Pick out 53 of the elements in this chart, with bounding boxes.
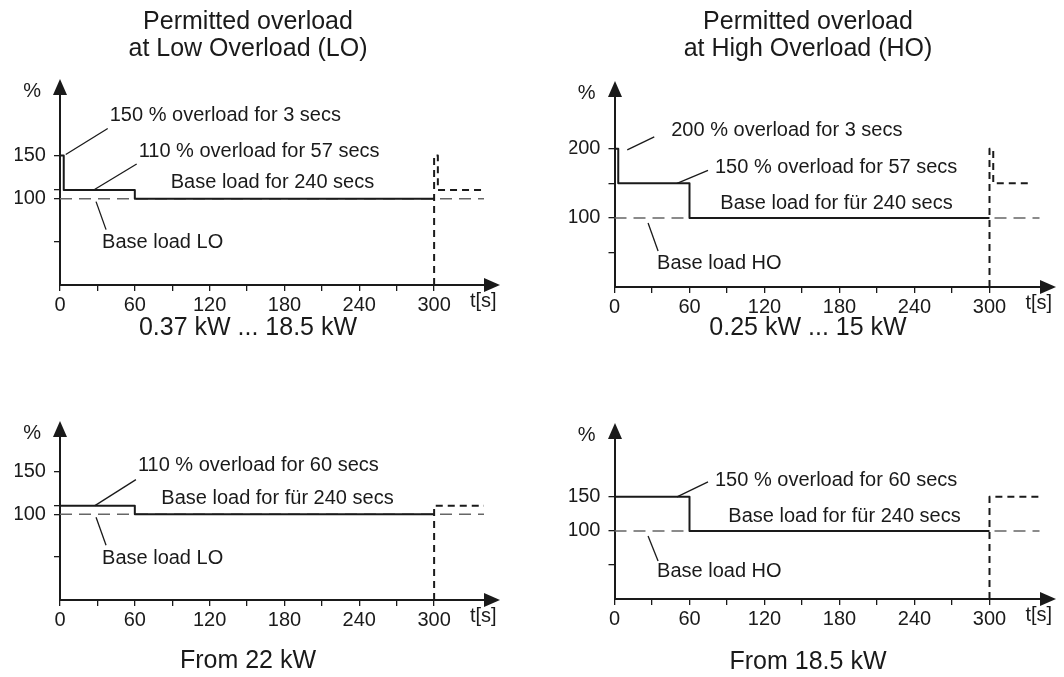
x-axis-title: t[s]: [470, 288, 497, 311]
x-tick-label: 0: [608, 294, 621, 317]
annotation: Base load for für 240 secs: [728, 504, 961, 527]
x-axis-title: t[s]: [1025, 602, 1053, 625]
x-tick-label: 300: [417, 607, 451, 630]
y-axis-title: %: [23, 78, 42, 101]
x-tick-label: 120: [747, 294, 782, 317]
x-tick-label: 240: [897, 294, 932, 317]
annotation: 110 % overload for 57 secs: [138, 138, 380, 161]
annotation: Base load for für 240 secs: [161, 485, 394, 508]
y-tick-label: 150: [12, 142, 46, 165]
y-tick-label: 150: [12, 458, 46, 481]
y-axis-title: %: [23, 420, 42, 443]
annotation: Base load for 240 secs: [170, 170, 375, 193]
text: From 18.5 kW: [729, 645, 887, 674]
x-tick-label: 0: [608, 606, 621, 629]
y-axis-title: %: [577, 80, 596, 103]
ref-line-label: Base load LO: [102, 545, 224, 568]
annotation: 200 % overload for 3 secs: [671, 118, 903, 141]
x-tick-label: 60: [678, 606, 701, 629]
x-tick-label: 180: [267, 607, 302, 630]
x-tick-label: 180: [822, 294, 857, 317]
y-tick-label: 100: [567, 518, 601, 541]
y-tick-label: 100: [12, 186, 46, 209]
y-tick-label: 150: [567, 484, 601, 507]
ref-line-label: Base load HO: [657, 559, 782, 582]
x-tick-label: 240: [342, 607, 376, 630]
x-tick-label: 300: [972, 294, 1007, 317]
annotation: 150 % overload for 57 secs: [715, 154, 958, 177]
x-tick-label: 60: [123, 607, 146, 630]
chart-title: Permitted overload at Low Overload (LO): [128, 5, 368, 61]
y-tick-label: 100: [12, 501, 46, 524]
x-axis-title: t[s]: [470, 603, 497, 626]
x-tick-label: 300: [417, 292, 451, 315]
text: From 22 kW: [179, 644, 317, 673]
x-tick-label: 120: [747, 606, 782, 629]
annotation: 110 % overload for 60 secs: [137, 453, 379, 476]
x-tick-label: 0: [54, 607, 66, 630]
y-axis-title: %: [577, 422, 596, 445]
annotation: 150 % overload for 3 secs: [109, 102, 341, 125]
x-tick-label: 60: [678, 294, 701, 317]
annotation: Base load for für 240 secs: [720, 191, 953, 214]
ref-line-label: Base load HO: [657, 251, 782, 274]
x-axis-title: t[s]: [1025, 290, 1053, 313]
chart-title: Permitted overload at High Overload (HO): [683, 5, 933, 61]
y-tick-label: 100: [567, 205, 601, 228]
x-tick-label: 240: [897, 606, 932, 629]
x-tick-label: 120: [192, 607, 227, 630]
x-tick-label: 0: [54, 292, 66, 315]
x-tick-label: 180: [822, 606, 857, 629]
x-tick-label: 300: [972, 606, 1007, 629]
ref-line-label: Base load LO: [102, 230, 224, 253]
annotation: 150 % overload for 60 secs: [715, 468, 958, 491]
